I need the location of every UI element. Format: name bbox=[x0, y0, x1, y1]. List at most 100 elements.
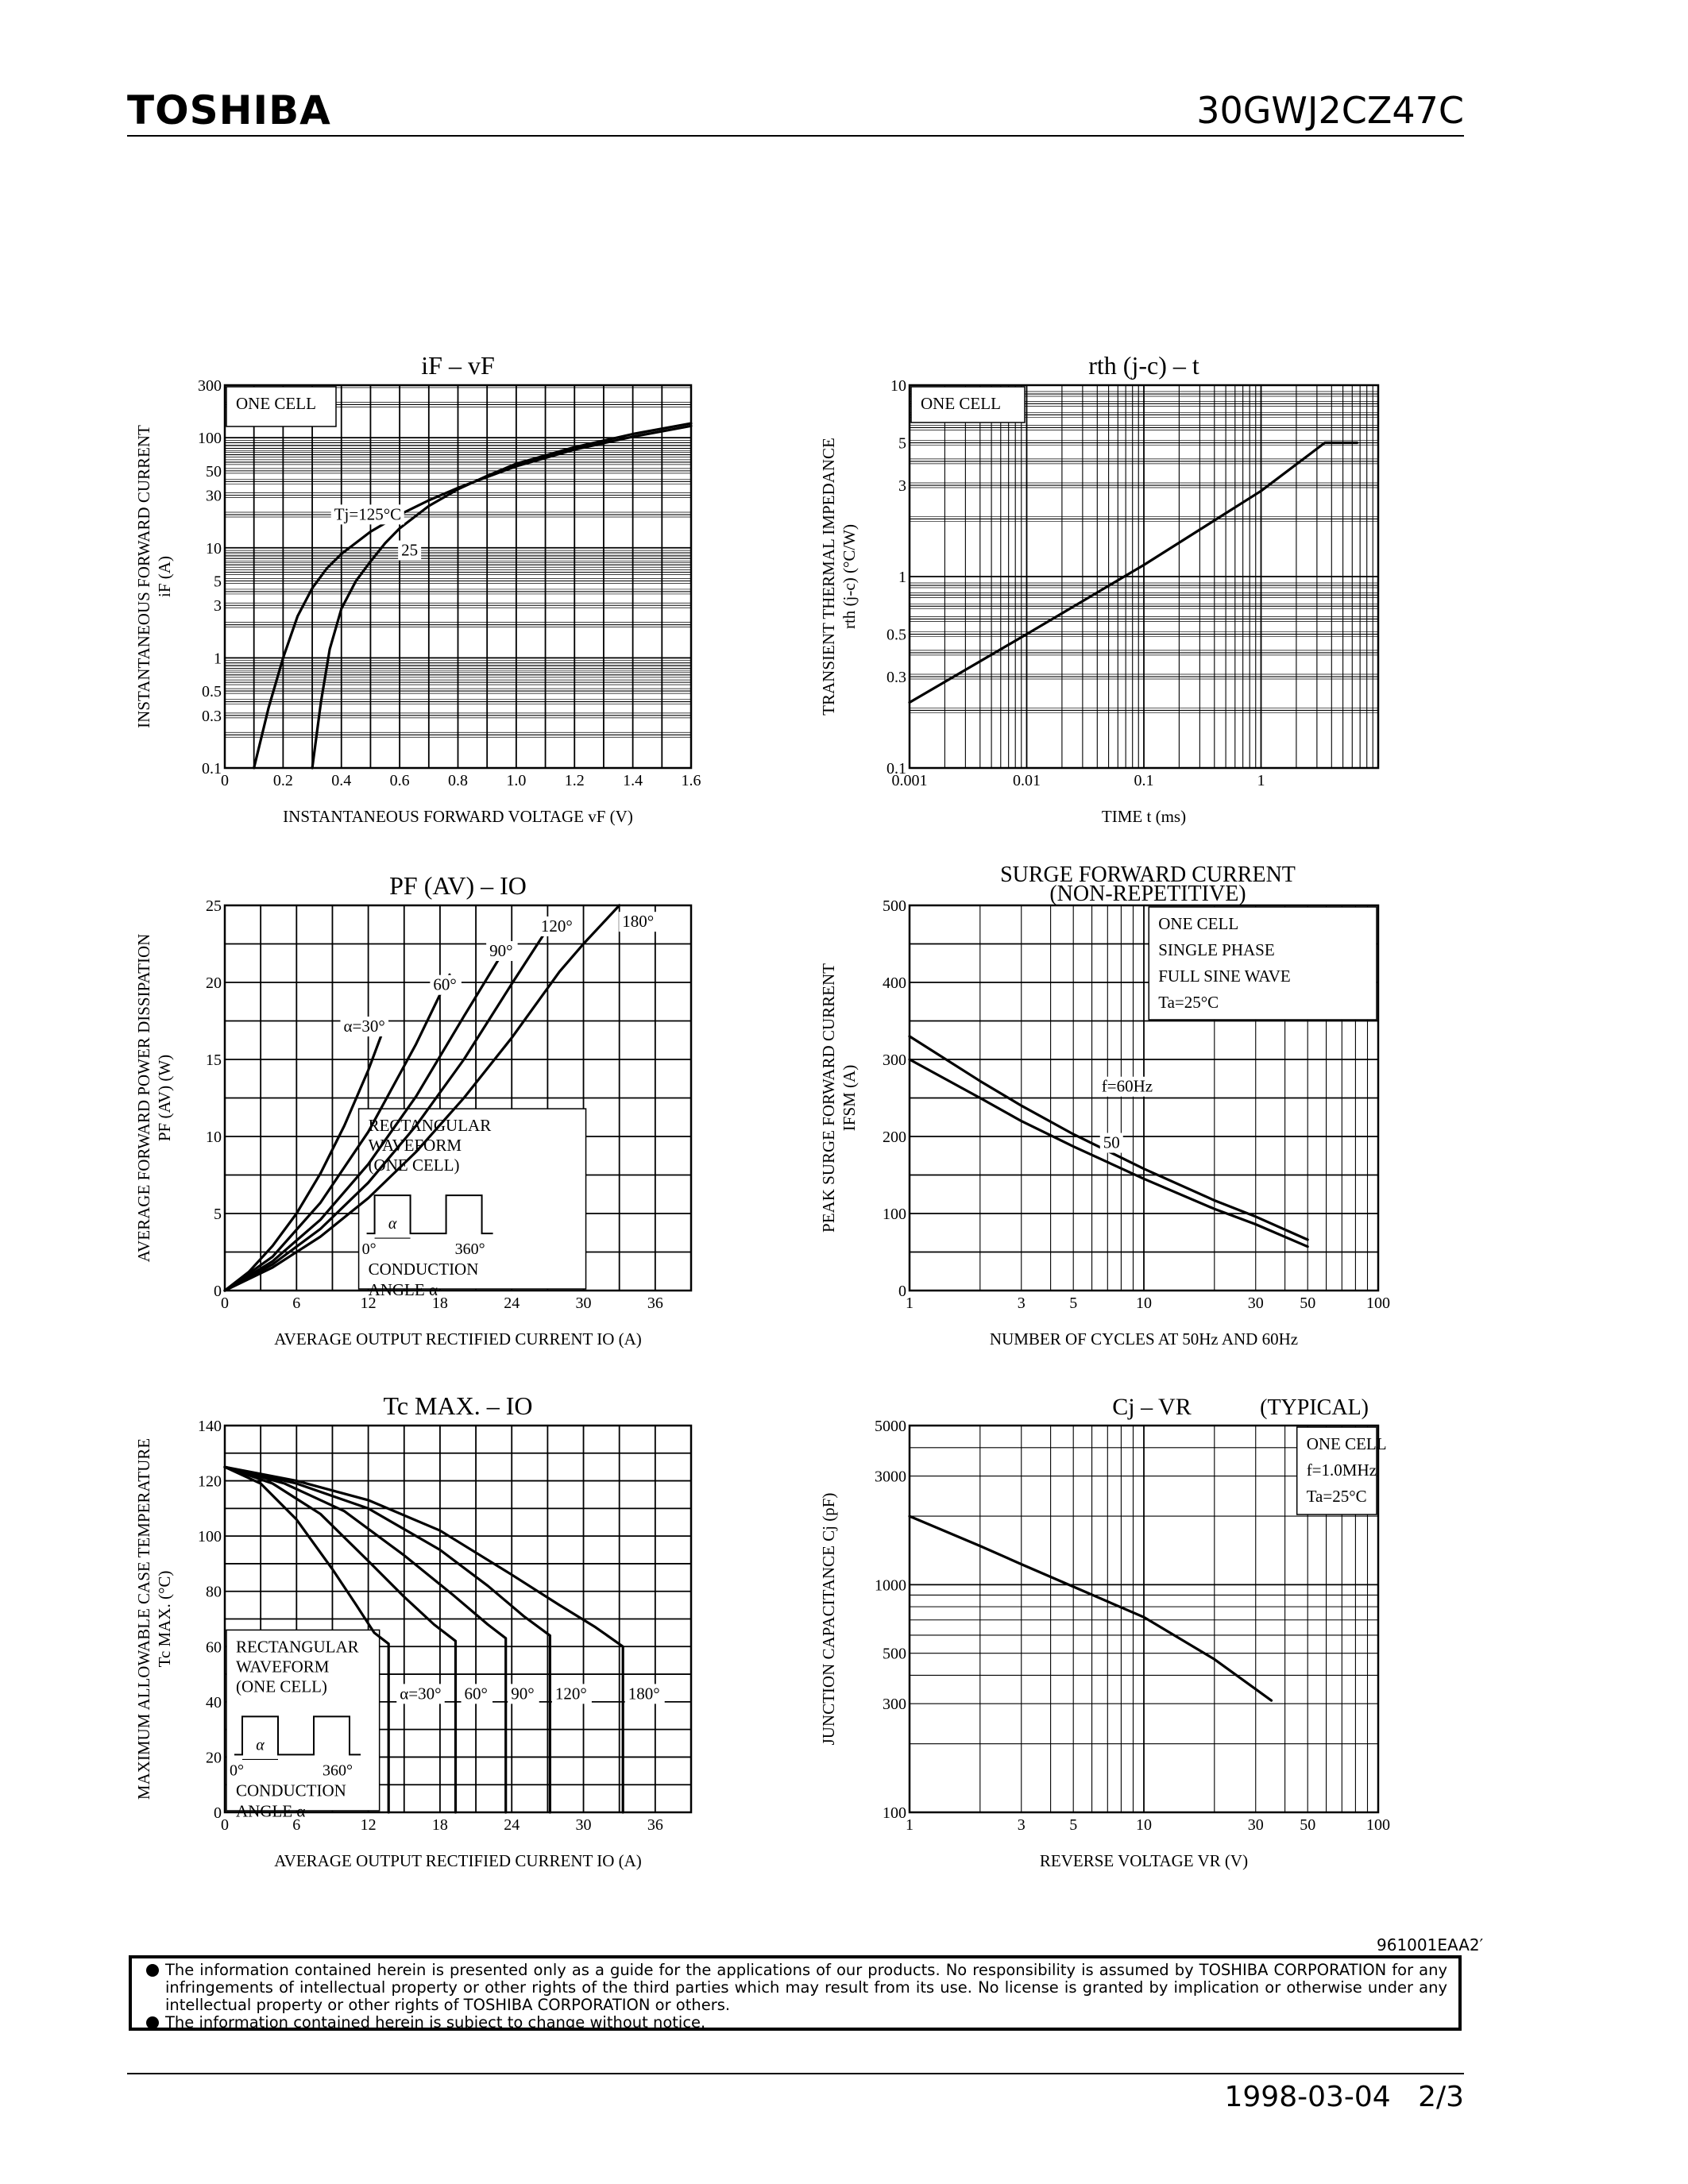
x-tick-label: 1 bbox=[906, 1295, 914, 1312]
y-tick-label: 15 bbox=[206, 1051, 222, 1069]
legend-box bbox=[357, 1108, 587, 1290]
header-rule bbox=[127, 135, 1464, 137]
y-tick-label: 1 bbox=[214, 650, 222, 667]
legend-text: f=1.0MHz bbox=[1307, 1461, 1377, 1480]
series-line bbox=[908, 1515, 1273, 1702]
legend-text: SINGLE PHASE bbox=[1158, 940, 1274, 959]
y-tick-label: 0 bbox=[898, 1283, 906, 1300]
y-axis-label-2: iF (A) bbox=[155, 556, 174, 597]
chart-subtitle: (NON-REPETITIVE) bbox=[1049, 882, 1246, 906]
x-tick-label: 5 bbox=[1069, 1295, 1077, 1312]
x-axis-label: AVERAGE OUTPUT RECTIFIED CURRENT IO (A) bbox=[274, 1851, 642, 1870]
series-line bbox=[223, 1465, 390, 1814]
x-tick-label: 6 bbox=[292, 1816, 300, 1834]
footer-date-page: 1998-03-04 2/3 bbox=[1225, 2081, 1465, 2113]
y-tick-label: 120 bbox=[198, 1473, 222, 1491]
x-tick-label: 10 bbox=[1136, 1295, 1152, 1312]
y-tick-label: 10 bbox=[890, 377, 906, 395]
y-tick-label: 0.5 bbox=[886, 627, 906, 644]
y-axis-label-2: Tc MAX. (°C) bbox=[155, 1571, 174, 1668]
chart-title: iF – vF bbox=[421, 351, 494, 380]
y-tick-label: 20 bbox=[206, 1749, 222, 1766]
x-tick-label: 36 bbox=[647, 1295, 663, 1312]
legend-text: ONE CELL bbox=[1307, 1434, 1387, 1453]
x-tick-label: 36 bbox=[647, 1816, 663, 1834]
plot-frame bbox=[908, 904, 1380, 1292]
x-tick-label: 30 bbox=[576, 1295, 592, 1312]
y-tick-label: 1 bbox=[898, 569, 906, 586]
angle-label: ANGLE α bbox=[236, 1801, 305, 1820]
grid bbox=[224, 384, 692, 769]
series-line bbox=[311, 422, 693, 770]
series-line bbox=[223, 927, 550, 1292]
y-tick-label: 5 bbox=[214, 573, 222, 590]
series-group bbox=[223, 904, 621, 1292]
series-label-bg bbox=[551, 1684, 592, 1704]
series-line bbox=[223, 1465, 458, 1814]
chart-2: 0.001 0.01 0.1 1 0.1 0.3 0.5 1 3 5 10 TIME t (ms) TR… bbox=[819, 351, 1380, 826]
alpha-label: α bbox=[256, 1736, 265, 1754]
legend-box bbox=[226, 1629, 380, 1812]
x-tick-label: 1.4 bbox=[623, 772, 643, 789]
x-axis-label: INSTANTANEOUS FORWARD VOLTAGE vF (V) bbox=[283, 807, 633, 826]
x-tick-label: 10 bbox=[1136, 1816, 1152, 1834]
series-group bbox=[223, 1465, 624, 1814]
plot-frame bbox=[223, 1424, 693, 1814]
legend-text: Ta=25°C bbox=[1307, 1487, 1367, 1506]
legend-text: RECTANGULAR bbox=[236, 1637, 359, 1656]
series-label-bg bbox=[430, 974, 462, 995]
series-label: Tj=125°C bbox=[334, 504, 401, 523]
x-tick-label: 0 bbox=[221, 1816, 229, 1834]
series-label: f=60Hz bbox=[1102, 1077, 1153, 1096]
x-tick-label: 0.6 bbox=[390, 772, 410, 789]
legend-text: ONE CELL bbox=[236, 394, 316, 413]
y-tick-label: 80 bbox=[206, 1584, 222, 1601]
series-label-bg bbox=[398, 540, 422, 561]
legend-text: WAVEFORM bbox=[236, 1657, 330, 1676]
y-tick-label: 0.1 bbox=[886, 760, 906, 778]
y-tick-label: 300 bbox=[198, 377, 222, 395]
x-tick-label: 0.2 bbox=[273, 772, 293, 789]
y-tick-label: 5 bbox=[898, 435, 906, 453]
legend-box bbox=[1296, 1426, 1377, 1515]
y-tick-label: 0.5 bbox=[202, 683, 222, 700]
legend-text: ONE CELL bbox=[921, 394, 1001, 413]
series-label-bg bbox=[1099, 1133, 1123, 1153]
x-tick-label: 18 bbox=[432, 1295, 448, 1312]
y-tick-label: 500 bbox=[883, 897, 906, 915]
y-tick-label: 3000 bbox=[875, 1468, 906, 1486]
series-line bbox=[223, 973, 451, 1292]
series-line bbox=[908, 1058, 1309, 1248]
y-tick-label: 500 bbox=[883, 1646, 906, 1663]
x-axis-label: REVERSE VOLTAGE VR (V) bbox=[1040, 1851, 1248, 1870]
x-tick-label: 0.4 bbox=[331, 772, 351, 789]
x-tick-label: 24 bbox=[504, 1816, 520, 1834]
disclaimer-text-2: The information contained herein is subj… bbox=[165, 2013, 706, 2032]
y-tick-label: 200 bbox=[883, 1129, 906, 1146]
legend-text: FULL SINE WAVE bbox=[1158, 967, 1290, 986]
legend-text: (ONE CELL) bbox=[236, 1677, 327, 1696]
x-axis-label: NUMBER OF CYCLES AT 50Hz AND 60Hz bbox=[990, 1329, 1298, 1349]
series-line bbox=[223, 1465, 624, 1814]
bullet-icon bbox=[146, 2016, 159, 2029]
series-line bbox=[908, 441, 1359, 704]
x-tick-label: 3 bbox=[1018, 1816, 1026, 1834]
angle-end-label: 360° bbox=[455, 1241, 485, 1258]
y-axis-label: MAXIMUM ALLOWABLE CASE TEMPERATURE bbox=[134, 1438, 153, 1800]
brand-logo: TOSHIBA bbox=[127, 87, 331, 133]
x-tick-label: 1 bbox=[1257, 772, 1265, 789]
disclaimer-text-1: The information contained herein is pres… bbox=[165, 1961, 1447, 2014]
y-tick-label: 40 bbox=[206, 1694, 222, 1711]
plot-frame bbox=[908, 1424, 1380, 1814]
x-tick-label: 1 bbox=[906, 1816, 914, 1834]
chart-title: PF (AV) – IO bbox=[389, 871, 527, 900]
chart-1: 0 0.2 0.4 0.6 0.8 1.0 1.2 1.4 1.6 0.1 0.3 0.5 1 3 5 10 3… bbox=[134, 351, 701, 826]
y-axis-label: JUNCTION CAPACITANCE Cj (pF) bbox=[819, 1493, 838, 1746]
series-line bbox=[223, 1465, 508, 1814]
legend-text: ONE CELL bbox=[1158, 914, 1238, 933]
y-axis-label: TRANSIENT THERMAL IMPEDANCE bbox=[819, 438, 838, 716]
series-group bbox=[908, 441, 1359, 704]
y-tick-label: 100 bbox=[883, 1206, 906, 1223]
